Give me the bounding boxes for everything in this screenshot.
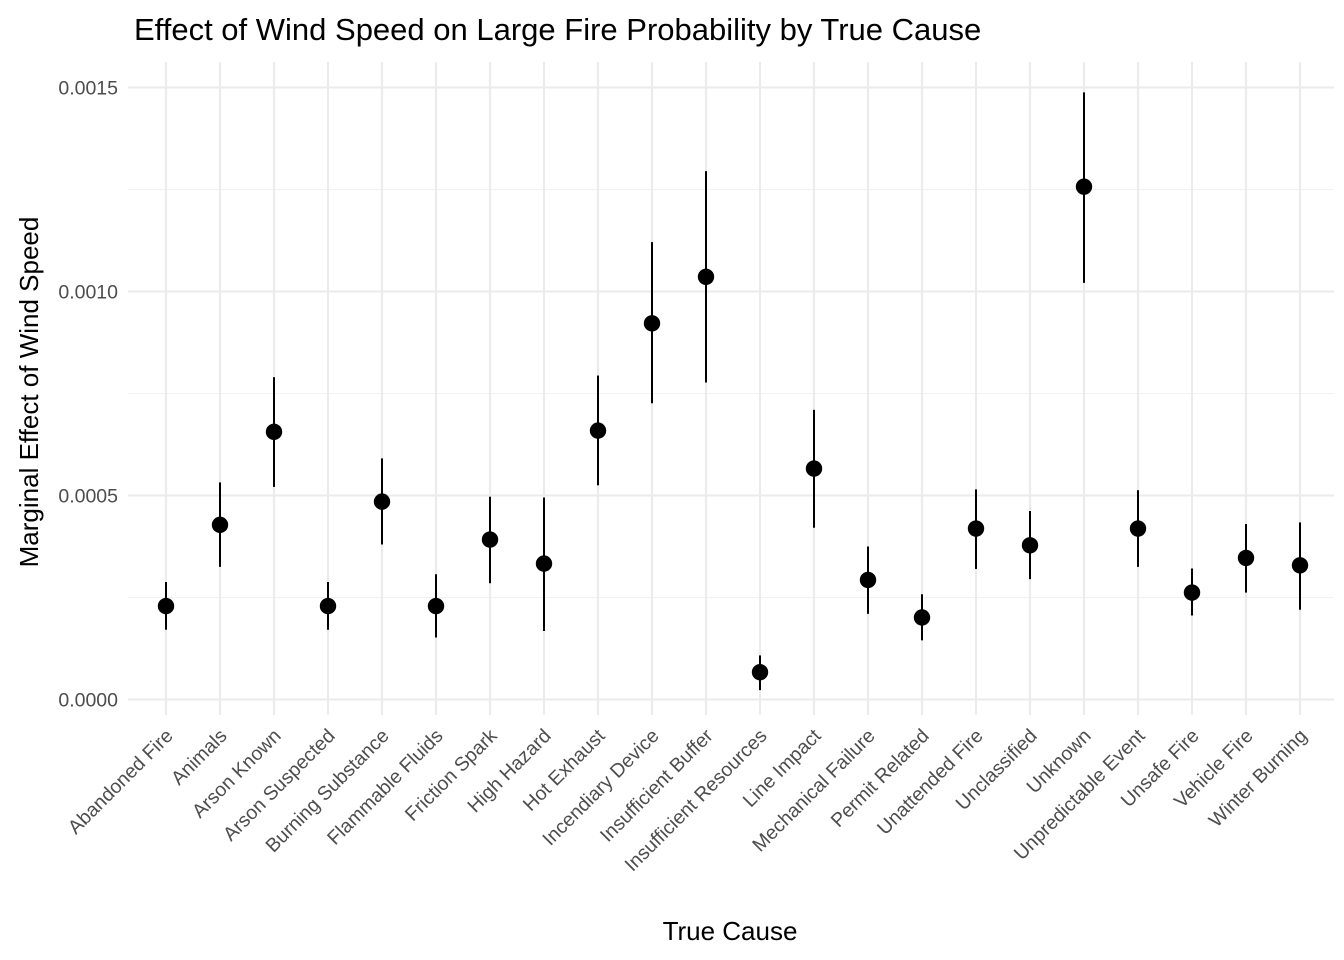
data-point (319, 597, 337, 615)
x-tick-label: Abandoned Fire (64, 725, 178, 839)
y-tick-label: 0.0010 (58, 282, 118, 304)
y-tick-label: 0.0015 (58, 78, 118, 100)
data-point (373, 493, 391, 510)
gridlines (128, 62, 1334, 715)
error-bars (165, 92, 1301, 691)
data-point (265, 423, 283, 441)
data-point (1237, 549, 1255, 567)
x-axis-title: True Cause (663, 916, 798, 946)
data-point (805, 460, 823, 477)
data-point (1291, 557, 1309, 574)
data-point (1129, 520, 1147, 537)
data-point (157, 597, 175, 615)
data-point (1075, 178, 1093, 195)
data-point (427, 597, 445, 615)
data-point (859, 571, 877, 589)
x-tick-label: Winter Burning (1205, 725, 1312, 832)
data-point (211, 516, 229, 534)
data-point (535, 555, 553, 572)
data-point (697, 268, 715, 286)
y-tick-label: 0.0005 (58, 486, 118, 508)
data-point (481, 531, 499, 548)
y-axis-title: Marginal Effect of Wind Speed (14, 217, 44, 568)
data-point (913, 609, 931, 626)
y-axis-ticks: 0.0000 0.0005 0.0010 0.0015 (58, 78, 118, 712)
data-point (1183, 584, 1201, 601)
data-points (157, 178, 1309, 681)
data-point (967, 520, 985, 537)
data-point (643, 315, 661, 332)
chart-title: Effect of Wind Speed on Large Fire Proba… (134, 12, 981, 47)
data-point (751, 663, 769, 681)
data-point (589, 422, 607, 439)
y-tick-label: 0.0000 (58, 690, 118, 712)
data-point (1021, 537, 1039, 554)
